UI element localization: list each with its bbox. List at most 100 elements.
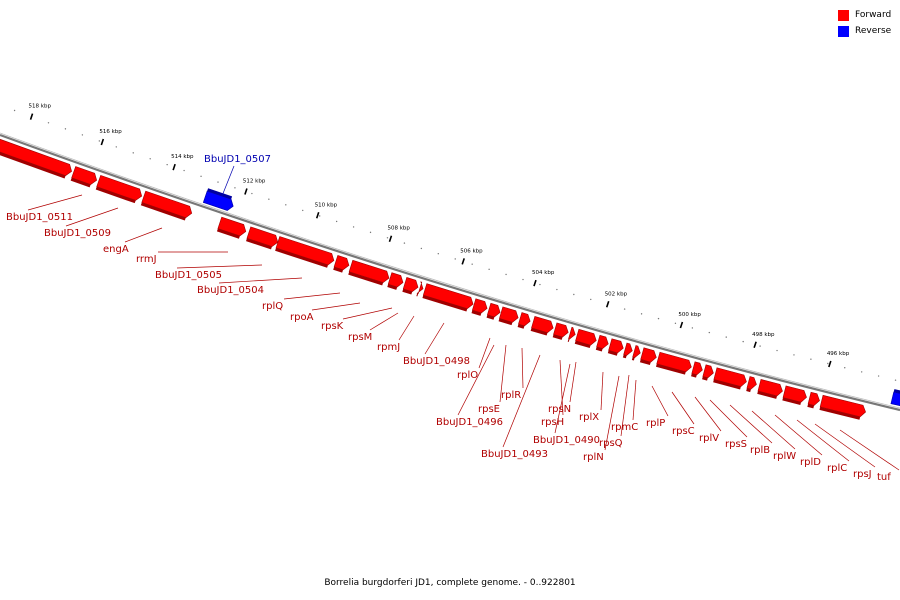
gene-label-bbujd1-0511: BbuJD1_0511 [6,212,73,223]
forward-gene [639,347,657,366]
ruler-dot [386,237,389,239]
gene-label-rplr: rplR [501,390,521,401]
legend-item-forward: Forward [838,8,891,22]
gene-label-rplx: rplX [579,412,599,423]
forward-label-leader [283,292,341,300]
forward-label-leader [176,264,263,269]
legend-label-reverse: Reverse [855,26,892,36]
reverse-gene [202,188,234,211]
forward-label-leader [604,375,620,451]
ruler-dot [437,253,440,255]
forward-gene [387,272,404,290]
ruler-dot [149,158,151,160]
forward-gene [782,385,807,406]
reverse-gene [890,389,900,406]
forward-gene [622,342,633,359]
forward-gene [517,312,531,329]
gene-label-rpsj: rpsJ [853,469,872,480]
forward-label-leader [774,414,823,456]
forward-label-leader [342,307,393,320]
gene-label-rpld: rplD [800,457,821,468]
ruler-tick-label: 500 kbp [678,312,701,318]
ruler-tick [172,163,176,171]
ruler-dot [708,331,711,334]
ruler-dot [285,204,287,206]
forward-gene [416,281,424,297]
ruler-tick-label: 506 kbp [460,248,483,254]
ruler-dot [810,358,812,360]
ruler-tick [461,258,465,265]
forward-label-leader [559,359,564,416]
gene-label-rpse: rpsE [478,404,500,415]
ruler-tick-label: 516 kbp [99,129,122,135]
ruler-dot [590,298,592,301]
forward-gene [402,277,419,295]
ruler-tick [828,360,832,368]
gene-label-tuf: tuf [877,472,891,483]
forward-label-leader [814,423,876,468]
forward-gene [757,379,783,399]
forward-gene [422,283,474,312]
ruler-tick-label: 504 kbp [532,270,555,276]
gene-label-rpsc: rpsC [672,426,695,437]
ruler-dot [573,293,575,296]
ruler-tick-label: 512 kbp [243,179,266,185]
ruler-tick-label: 510 kbp [315,202,338,208]
gene-label-rplb: rplB [750,445,770,456]
forward-gene [471,298,488,316]
ruler-dot [251,192,253,195]
ruler-tick [100,138,105,146]
forward-label-leader [620,374,630,437]
ruler-dot [217,181,219,183]
forward-label-leader [600,371,604,411]
forward-gene [574,328,597,349]
forward-gene [631,345,641,361]
forward-label-leader [457,344,495,416]
forward-gene [333,255,350,273]
ruler-tick [533,279,537,287]
legend-label-forward: Forward [855,10,892,20]
forward-gene [607,338,624,356]
gene-label-rrmj: rrmJ [136,254,157,265]
ruler-dot [13,109,16,112]
ruler-dot [877,375,880,377]
forward-gene [0,138,72,179]
ruler-dot [420,247,423,250]
ruler-dot [352,226,355,228]
gene-label-bbujd1-0509: BbuJD1_0509 [44,228,111,239]
ruler-dot [556,288,558,291]
forward-label-leader [478,337,491,369]
genome-caption: Borrelia burgdorferi JD1, complete genom… [324,578,576,588]
forward-label-leader [632,379,637,421]
forward-label-leader [502,354,541,448]
gene-label-rplc: rplC [827,463,847,474]
ruler-dot [894,379,897,381]
gene-label-rplp: rplP [646,418,665,429]
forward-label-leader [729,404,773,444]
ruler-tick-label: 518 kbp [29,104,52,110]
forward-gene [713,367,747,390]
ruler-tick [315,212,320,219]
forward-gene [530,316,554,336]
ruler-dot [454,258,456,260]
ruler-tick [679,321,684,329]
forward-gene [140,190,193,221]
forward-gene [819,394,866,420]
ruler-dot [742,340,744,343]
gene-label-rpsk: rpsK [321,321,344,332]
ruler-dot [759,345,761,347]
ruler-dot [64,128,67,130]
ruler-dot [81,134,84,136]
forward-gene [246,226,279,250]
ruler-dot [860,371,863,373]
ruler-tick [388,235,393,242]
gene-label-rpsn: rpsN [548,404,571,415]
legend: Forward Reverse [838,8,891,40]
gene-label-rpsq: rpsQ [599,438,623,449]
ruler-dot [335,220,338,223]
forward-gene [552,322,569,340]
ruler-dot [640,313,643,315]
forward-label-leader [796,419,850,462]
forward-label-leader [218,277,303,284]
ruler-dot [793,354,795,356]
